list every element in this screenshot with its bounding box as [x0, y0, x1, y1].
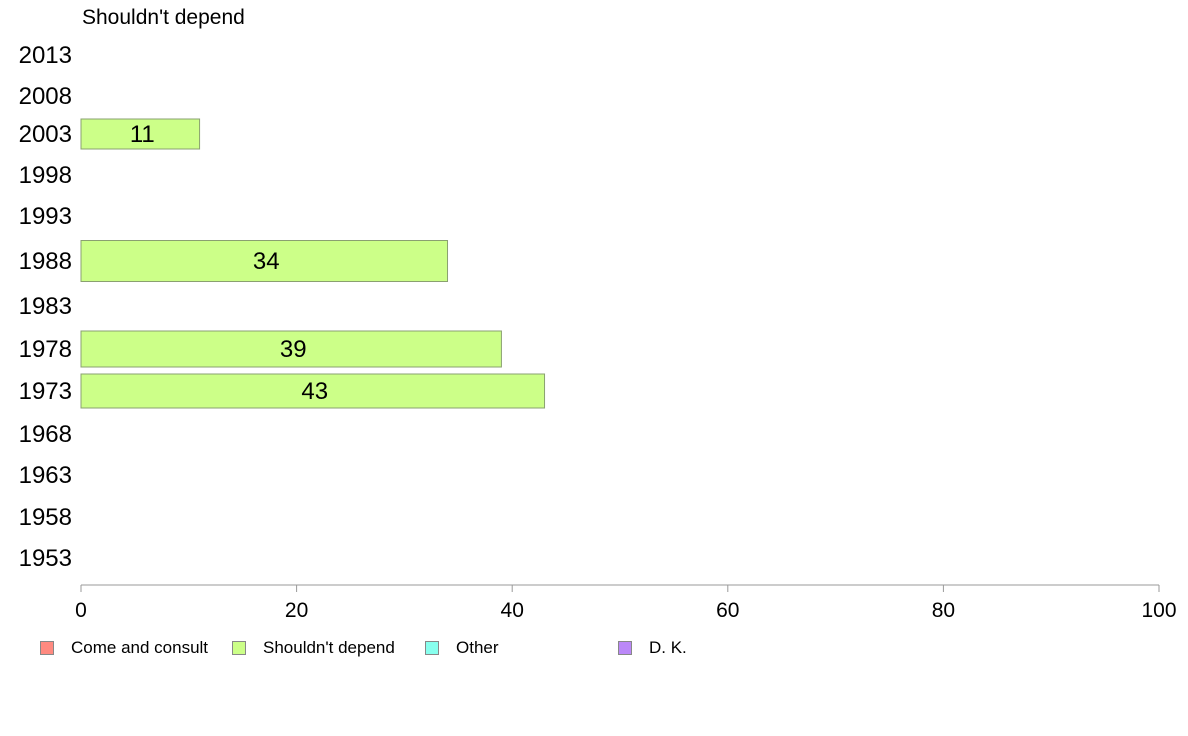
- y-tick-label-1988: 1988: [19, 248, 72, 275]
- legend-label-come-and-consult: Come and consult: [71, 638, 209, 657]
- legend-item-dk: D. K.: [618, 638, 687, 658]
- x-tick-label-100: 100: [1141, 599, 1176, 622]
- bar-1973: [80, 373, 546, 409]
- bar-2003: [80, 118, 201, 150]
- legend-swatch-other: [425, 641, 439, 655]
- legend-item-shouldnt-depend: Shouldn't depend: [232, 638, 395, 658]
- y-tick-label-1998: 1998: [19, 162, 72, 189]
- x-tick-label-60: 60: [716, 599, 739, 622]
- x-tick-label-0: 0: [75, 599, 87, 622]
- legend-label-shouldnt-depend: Shouldn't depend: [263, 638, 395, 657]
- y-tick-label-1973: 1973: [19, 378, 72, 405]
- y-tick-label-1983: 1983: [19, 293, 72, 320]
- bar-value-label-1973: 43: [301, 378, 328, 405]
- y-tick-label-1953: 1953: [19, 545, 72, 572]
- legend-swatch-come-and-consult: [40, 641, 54, 655]
- x-tick-label-20: 20: [285, 599, 308, 622]
- bar-1988: [80, 240, 449, 282]
- legend-item-come-and-consult: Come and consult: [40, 638, 208, 658]
- y-tick-label-1968: 1968: [19, 421, 72, 448]
- bar-1978: [80, 330, 502, 368]
- legend-label-other: Other: [456, 638, 499, 657]
- bar-value-label-2003: 11: [130, 121, 155, 148]
- bar-value-label-1988: 34: [253, 248, 280, 275]
- x-tick-label-80: 80: [932, 599, 955, 622]
- legend-item-other: Other: [425, 638, 499, 658]
- y-tick-label-1958: 1958: [19, 504, 72, 531]
- y-tick-label-1978: 1978: [19, 336, 72, 363]
- chart-legend: Come and consult Shouldn't depend Other …: [40, 638, 1140, 660]
- y-tick-label-1963: 1963: [19, 462, 72, 489]
- bar-value-label-1978: 39: [280, 336, 307, 363]
- chart-subtitle: Shouldn't depend: [82, 6, 245, 29]
- y-tick-label-2008: 2008: [19, 83, 72, 110]
- legend-swatch-shouldnt-depend: [232, 641, 246, 655]
- y-tick-label-2013: 2013: [19, 42, 72, 69]
- y-tick-label-2003: 2003: [19, 121, 72, 148]
- legend-label-dk: D. K.: [649, 638, 687, 657]
- x-tick-label-40: 40: [501, 599, 524, 622]
- legend-swatch-dk: [618, 641, 632, 655]
- y-tick-label-1993: 1993: [19, 203, 72, 230]
